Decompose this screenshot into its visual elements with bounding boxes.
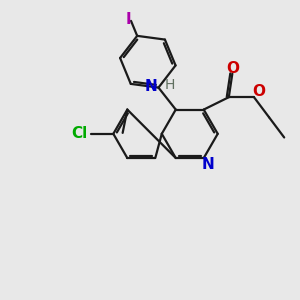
Text: N: N — [201, 157, 214, 172]
Text: N: N — [144, 79, 157, 94]
Text: Cl: Cl — [71, 126, 88, 141]
Text: O: O — [226, 61, 239, 76]
Text: O: O — [252, 84, 265, 99]
Text: I: I — [126, 13, 131, 28]
Text: H: H — [165, 78, 175, 92]
